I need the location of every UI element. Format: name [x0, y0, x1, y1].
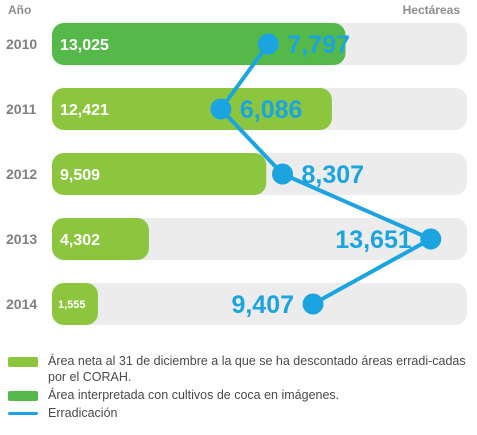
legend-item-interpreted-area: Área interpretada con cultivos de coca e… — [8, 387, 470, 403]
bar-track — [52, 283, 467, 325]
legend-item-eradication: Erradicación — [8, 405, 470, 421]
year-label: 2011 — [6, 101, 37, 117]
legend-label-eradication: Erradicación — [48, 406, 118, 420]
bar-line-chart: 2010 13,025 2011 12,421 2012 9,509 2013 4,302 20… — [6, 23, 467, 325]
bar-value-label: 13,025 — [60, 37, 109, 54]
eradication-point — [302, 293, 324, 315]
bar-value-label: 12,421 — [60, 102, 109, 119]
legend-swatch-net-area — [8, 357, 38, 367]
bar-track — [52, 218, 467, 260]
eradication-value-label: 8,307 — [301, 161, 364, 189]
eradication-point — [210, 98, 232, 120]
eradication-value-label: 13,651 — [335, 226, 412, 254]
header-hectares: Hectáreas — [402, 3, 460, 17]
legend-label-interpreted-area: Área interpretada con cultivos de coca e… — [48, 388, 340, 402]
legend-item-net-area: Área neta al 31 de diciembre a la que se… — [8, 353, 470, 385]
bar — [52, 23, 346, 65]
legend-swatch-eradication — [8, 412, 38, 415]
legend: Área neta al 31 de diciembre a la que se… — [8, 353, 470, 423]
eradication-point — [271, 163, 293, 185]
legend-swatch-interpreted-area — [8, 391, 38, 401]
legend-label-net-area: Área neta al 31 de diciembre a la que se… — [48, 354, 466, 384]
year-label: 2012 — [6, 166, 37, 182]
eradication-value-label: 7,797 — [287, 31, 350, 59]
bar — [52, 88, 332, 130]
bar-value-label: 9,509 — [60, 167, 100, 184]
year-label: 2013 — [6, 231, 37, 247]
bar — [52, 283, 98, 325]
bar — [52, 153, 267, 195]
year-label: 2010 — [6, 36, 37, 52]
header-year: Año — [8, 3, 32, 17]
eradication-point — [257, 33, 279, 55]
bar-value-label: 1,555 — [58, 299, 86, 311]
year-label: 2014 — [6, 296, 37, 312]
eradication-point — [420, 228, 442, 250]
bar — [52, 218, 149, 260]
eradication-value-label: 9,407 — [231, 291, 294, 319]
eradication-value-label: 6,086 — [240, 96, 303, 124]
bar-value-label: 4,302 — [60, 232, 100, 249]
